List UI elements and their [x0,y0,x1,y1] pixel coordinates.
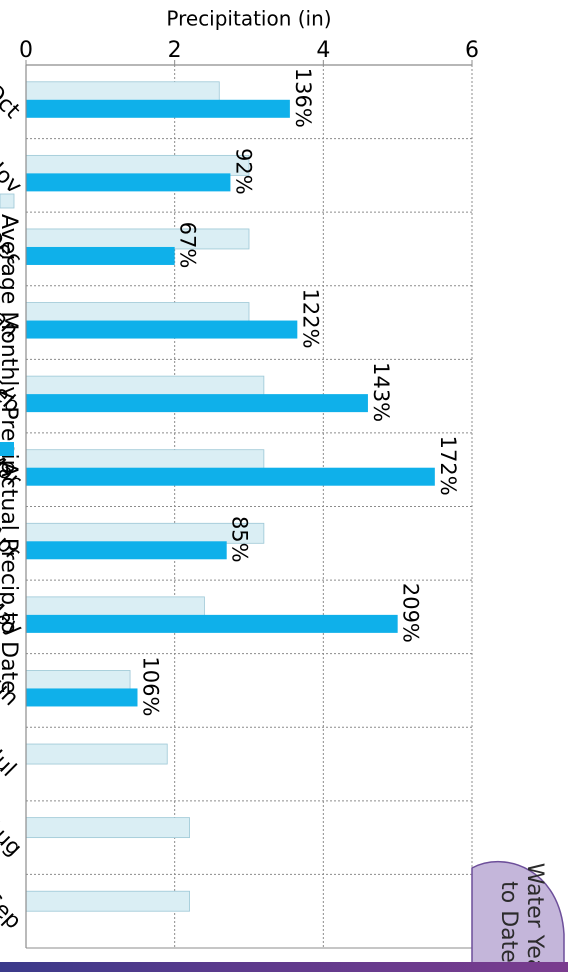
bar-average-aug [25,817,190,839]
data-label-jan: 122% [298,289,322,349]
bar-average-oct [25,81,220,103]
bar-average-may [25,596,205,618]
x-tick-label-jul: Jul [0,744,21,782]
x-tick-label-aug: Aug [0,813,26,861]
callout-bubble [471,860,565,972]
data-labels: 136% 92% 67% 122% 143% 172% 85% 209% 106% [139,68,460,717]
bar-average-mar [25,449,265,471]
x-tick-label-oct: Oct [0,79,25,124]
bars [25,81,435,912]
y-axis-title: Precipitation (in) [166,7,331,31]
data-label-may: 209% [399,583,423,643]
data-label-nov: 92% [231,148,255,195]
bar-average-dec [25,228,250,250]
bar-actual-nov [25,173,231,192]
x-tick-label-sep: Sep [0,887,26,934]
bar-average-jan [25,302,250,323]
bar-actual-feb [26,394,368,413]
data-label-dec: 67% [176,222,200,269]
bar-average-feb [25,375,265,397]
legend-label-average: Average Monthly Precip [0,214,21,474]
bar-actual-jan [26,320,298,339]
callout-line-1: Water Year [522,863,547,972]
legend-swatch-actual [0,442,14,456]
data-label-oct: 136% [291,68,315,128]
bar-actual-oct [26,99,290,118]
bar-actual-jun [26,688,138,707]
y-tick-label-6: 6 [465,38,479,63]
legend-label-actual: Actual Precip to Date [0,462,21,694]
bar-average-sep [25,890,190,912]
bar-average-jun [25,670,131,691]
data-label-mar: 172% [436,436,460,496]
bar-actual-mar [25,467,435,486]
data-label-feb: 143% [369,362,393,422]
legend-swatch-average [0,193,15,209]
bottom-accent-bar [0,962,568,972]
bar-actual-apr [26,541,227,560]
y-tick-label-4: 4 [316,38,330,63]
bar-actual-dec [25,246,175,265]
bar-average-nov [25,154,250,176]
callout-line-2: to Date [496,881,521,963]
grid-lines [26,65,473,949]
y-tick-label-2: 2 [168,38,182,63]
x-tick-label-nov: Nov [0,151,26,199]
bar-average-jul [25,743,168,765]
data-label-jun: 106% [139,656,163,716]
data-label-apr: 85% [228,516,252,563]
y-tick-label-0: 0 [19,38,33,63]
bar-actual-may [26,614,398,633]
